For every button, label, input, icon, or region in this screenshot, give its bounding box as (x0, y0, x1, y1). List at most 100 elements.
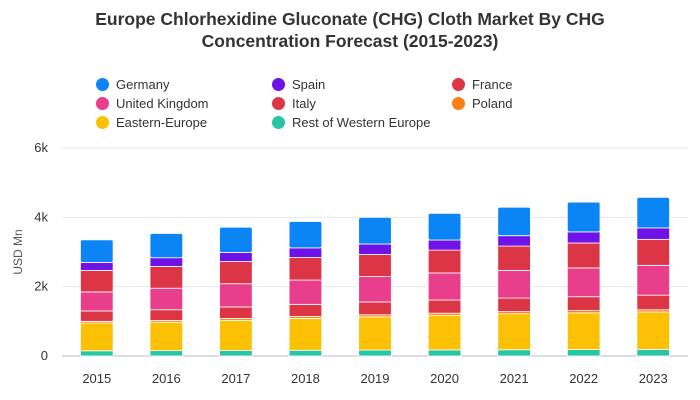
bar-italy-2020 (427, 299, 462, 314)
chart-title-line-2: Concentration Forecast (2015-2023) (201, 31, 499, 51)
bar-rest-of-western-europe-2018 (288, 349, 323, 357)
legend-item-eastern-europe[interactable]: Eastern-Europe (96, 113, 207, 131)
bar-rest-of-western-europe-2016 (149, 350, 184, 357)
bar-spain-2021 (497, 235, 531, 247)
legend-swatch (272, 115, 285, 129)
bar-germany-2016 (149, 233, 184, 259)
bar-spain-2022 (566, 231, 601, 244)
x-tick-label: 2018 (291, 371, 320, 386)
bar-germany-2020 (427, 212, 462, 241)
bar-italy-2018 (288, 303, 323, 317)
chart-title-line-1: Europe Chlorhexidine Gluconate (CHG) Clo… (95, 9, 605, 29)
bar-france-2023 (636, 238, 670, 266)
bar-united-kingdom-2021 (497, 269, 531, 299)
bar-eastern-europe-2016 (149, 321, 184, 352)
x-tick-label: 2019 (361, 371, 390, 386)
legend-label: Poland (472, 95, 513, 111)
legend-item-poland[interactable]: Poland (452, 94, 512, 112)
bar-germany-2018 (288, 221, 323, 249)
bar-eastern-europe-2018 (288, 317, 323, 351)
legend-swatch (272, 77, 285, 91)
legend-label: France (472, 76, 513, 92)
bar-italy-2021 (497, 297, 531, 313)
legend-item-united-kingdom[interactable]: United Kingdom (96, 94, 209, 112)
legend-item-germany[interactable]: Germany (96, 75, 169, 93)
bar-spain-2019 (358, 243, 392, 255)
y-tick-label: 0 (41, 348, 48, 363)
bar-rest-of-western-europe-2019 (358, 349, 392, 357)
legend-swatch (452, 96, 465, 110)
y-tick-label: 6k (34, 140, 48, 155)
bar-rest-of-western-europe-2020 (427, 349, 462, 357)
x-tick-label: 2015 (82, 371, 111, 386)
bar-united-kingdom-2019 (358, 276, 392, 303)
bar-france-2020 (427, 249, 462, 274)
y-tick-label: 2k (34, 279, 48, 294)
bar-france-2021 (497, 245, 531, 271)
y-tick-label: 4k (34, 209, 48, 224)
x-tick-label: 2016 (152, 371, 181, 386)
bar-eastern-europe-2021 (497, 313, 531, 351)
bar-italy-2016 (149, 309, 184, 321)
bar-italy-2023 (636, 294, 670, 311)
bar-rest-of-western-europe-2023 (636, 349, 670, 357)
bar-france-2019 (358, 254, 392, 278)
bar-eastern-europe-2020 (427, 314, 462, 351)
bar-france-2022 (566, 242, 601, 269)
bar-spain-2017 (219, 252, 253, 262)
legend-item-spain[interactable]: Spain (272, 75, 325, 93)
bar-eastern-europe-2015 (80, 322, 114, 352)
bar-germany-2021 (497, 206, 531, 237)
y-axis-label: USD Mn (11, 229, 25, 274)
bar-italy-2015 (80, 310, 114, 322)
bar-united-kingdom-2016 (149, 287, 184, 311)
legend-swatch (96, 115, 109, 129)
legend-label: Spain (292, 76, 326, 92)
bar-united-kingdom-2020 (427, 272, 462, 301)
bar-france-2017 (219, 261, 253, 285)
legend-label: Eastern-Europe (116, 114, 208, 130)
bar-france-2015 (80, 269, 114, 293)
legend-label: Italy (292, 95, 316, 111)
bar-united-kingdom-2023 (636, 264, 670, 296)
legend-label: Germany (116, 76, 170, 92)
bar-germany-2015 (80, 239, 114, 263)
legend-label: Rest of Western Europe (292, 114, 431, 130)
legend-item-italy[interactable]: Italy (272, 94, 316, 112)
legend-item-france[interactable]: France (452, 75, 512, 93)
x-tick-label: 2023 (639, 371, 668, 386)
bar-france-2018 (288, 257, 323, 281)
bar-rest-of-western-europe-2015 (80, 350, 114, 357)
legend-swatch (272, 96, 285, 110)
bar-italy-2017 (219, 306, 253, 319)
bar-spain-2023 (636, 227, 670, 240)
bar-eastern-europe-2023 (636, 311, 670, 350)
bar-germany-2022 (566, 201, 601, 233)
bar-rest-of-western-europe-2017 (219, 350, 253, 357)
bar-germany-2023 (636, 196, 670, 229)
bar-spain-2020 (427, 239, 462, 251)
legend-swatch (96, 96, 109, 110)
legend-label: United Kingdom (116, 95, 209, 111)
bar-spain-2015 (80, 261, 114, 271)
bar-united-kingdom-2015 (80, 291, 114, 312)
bar-germany-2017 (219, 226, 253, 253)
x-tick-label: 2017 (221, 371, 250, 386)
chart-title: Europe Chlorhexidine Gluconate (CHG) Clo… (0, 8, 700, 52)
x-tick-label: 2022 (569, 371, 598, 386)
bar-spain-2016 (149, 257, 184, 267)
bar-rest-of-western-europe-2022 (566, 349, 601, 357)
bar-rest-of-western-europe-2021 (497, 349, 531, 357)
bar-france-2016 (149, 265, 184, 289)
bar-eastern-europe-2017 (219, 319, 253, 351)
x-tick-label: 2020 (430, 371, 459, 386)
bar-eastern-europe-2022 (566, 312, 601, 350)
bar-italy-2022 (566, 296, 601, 311)
bar-united-kingdom-2017 (219, 283, 253, 308)
bar-germany-2019 (358, 216, 392, 245)
bar-italy-2019 (358, 301, 392, 316)
bar-spain-2018 (288, 247, 323, 258)
legend-item-rest-of-western-europe[interactable]: Rest of Western Europe (272, 113, 431, 131)
x-tick-label: 2021 (500, 371, 529, 386)
